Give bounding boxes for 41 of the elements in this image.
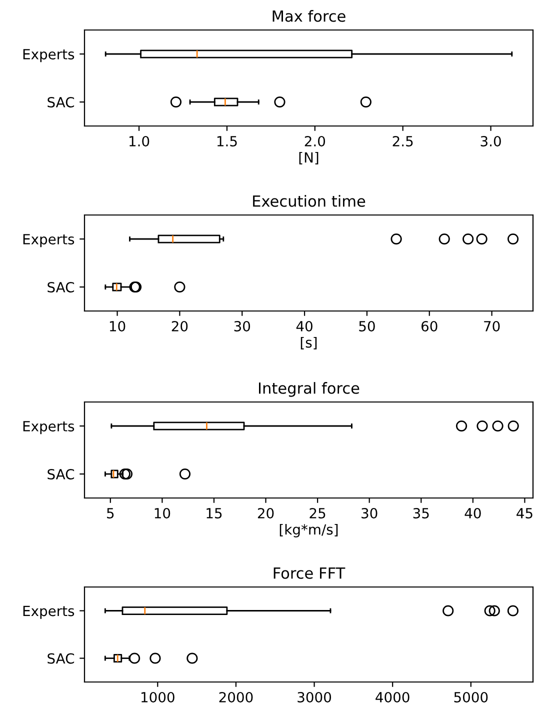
x-tick-label: 1.5: [217, 136, 237, 146]
x-tick-label: 50: [359, 320, 375, 332]
chart-title: Integral force: [259, 382, 360, 397]
x-tick-label: 20: [258, 508, 274, 518]
chart-title: Force FFT: [274, 568, 346, 579]
y-tick-label: SAC: [48, 282, 74, 292]
x-tick-label: 10: [154, 508, 170, 518]
y-tick-label: SAC: [48, 468, 74, 480]
x-tick-label: 35: [413, 508, 429, 518]
y-tick-label: SAC: [48, 653, 74, 664]
x-tick-label: 5: [107, 508, 114, 518]
x-tick-label: 30: [362, 508, 378, 518]
x-tick-label: 40: [296, 320, 312, 332]
x-tick-label: 70: [484, 320, 500, 332]
x-tick-label: 20: [172, 320, 188, 332]
x-tick-label: 5000: [454, 692, 488, 702]
x-tick-label: 10: [110, 320, 126, 332]
x-tick-label: 3.0: [480, 136, 501, 146]
y-tick-label: Experts: [23, 421, 74, 434]
x-tick-label: 2.0: [304, 136, 326, 146]
x-tick-label: 15: [206, 508, 222, 518]
chart-title: Execution time: [253, 195, 366, 207]
x-axis-title: [s]: [300, 336, 317, 350]
x-tick-label: 60: [422, 320, 438, 332]
y-tick-label: Experts: [23, 49, 74, 62]
x-tick-label: 1000: [141, 692, 174, 702]
x-tick-label: 3000: [298, 692, 332, 702]
x-tick-label: 45: [516, 508, 532, 518]
x-tick-label: 30: [234, 320, 250, 332]
x-tick-label: 2000: [219, 692, 253, 702]
x-tick-label: 1.0: [130, 136, 150, 146]
x-tick-label: 2.5: [392, 136, 413, 146]
y-tick-label: SAC: [48, 96, 74, 108]
x-tick-label: 40: [464, 508, 481, 518]
chart-title: Max force: [272, 10, 346, 22]
y-tick-label: Experts: [23, 606, 74, 619]
x-axis-title: [N]: [299, 152, 318, 164]
x-tick-label: 4000: [376, 692, 410, 702]
y-tick-label: Experts: [23, 234, 74, 248]
x-tick-label: 25: [310, 508, 326, 518]
x-axis-title: [kg*m/s]: [280, 524, 338, 538]
